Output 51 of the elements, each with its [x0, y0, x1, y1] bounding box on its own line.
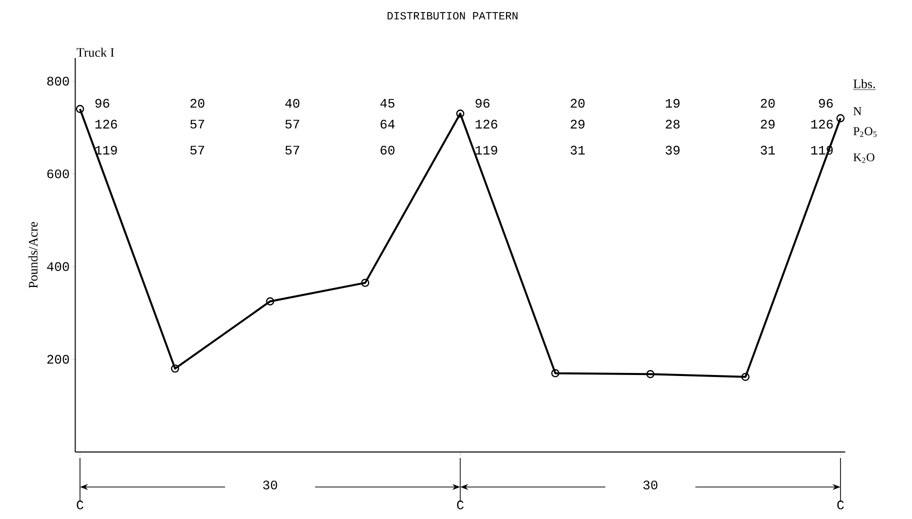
annotation: 126 — [811, 120, 833, 129]
annotation: 60 — [380, 146, 394, 155]
point — [551, 369, 560, 378]
annotation: 28 — [666, 120, 680, 129]
annotation: 64 — [380, 120, 395, 129]
annotation: 126 — [95, 120, 117, 129]
annotation: 29 — [570, 120, 584, 129]
text: 30 — [643, 480, 658, 490]
x-tick-label: C — [457, 500, 464, 510]
point — [266, 297, 274, 306]
text: 30 — [263, 480, 278, 490]
point — [646, 370, 654, 378]
annotation: 57 — [190, 120, 204, 129]
annotation: 19 — [666, 98, 680, 108]
annotation: 31 — [570, 146, 585, 155]
annotation: 20 — [570, 98, 585, 108]
point — [836, 114, 845, 122]
annotation: 57 — [285, 120, 300, 129]
annotation: 20 — [190, 98, 204, 108]
text: Truck I — [76, 48, 114, 57]
annotation: 96 — [818, 98, 833, 108]
annotation: 31 — [760, 146, 775, 155]
y-axis-title: Pounds/Acre — [28, 222, 38, 288]
annotation: 45 — [380, 98, 394, 108]
annotation: 119 — [95, 146, 117, 155]
y-tick-label: 600 — [47, 169, 69, 178]
point — [170, 364, 180, 373]
chart-title: DISTRIBUTION PATTERN — [388, 12, 518, 20]
point — [361, 278, 370, 287]
annotation: 96 — [95, 98, 110, 108]
x-tick-label: C — [76, 500, 84, 510]
text: Lbs. — [853, 79, 875, 88]
annotation: 39 — [666, 146, 680, 155]
y-tick-label: 400 — [47, 262, 69, 271]
annotation: 57 — [285, 146, 300, 155]
annotation: 126 — [476, 120, 498, 129]
annotation: 20 — [760, 98, 775, 108]
point — [76, 104, 84, 114]
text: N — [853, 107, 862, 116]
annotation: 40 — [285, 98, 300, 108]
annotation: 57 — [190, 146, 204, 155]
y-tick-label: 200 — [47, 354, 69, 364]
text: P$_{2}$O$_{5}$ — [853, 127, 877, 137]
point — [456, 110, 464, 118]
annotation: 29 — [760, 120, 775, 129]
text: K$_{2}$O — [853, 153, 874, 163]
x-tick-label: C — [837, 500, 844, 510]
annotation: 119 — [476, 146, 498, 155]
annotation: 96 — [476, 98, 490, 108]
y-tick-label: 800 — [47, 76, 69, 86]
point — [741, 372, 750, 381]
